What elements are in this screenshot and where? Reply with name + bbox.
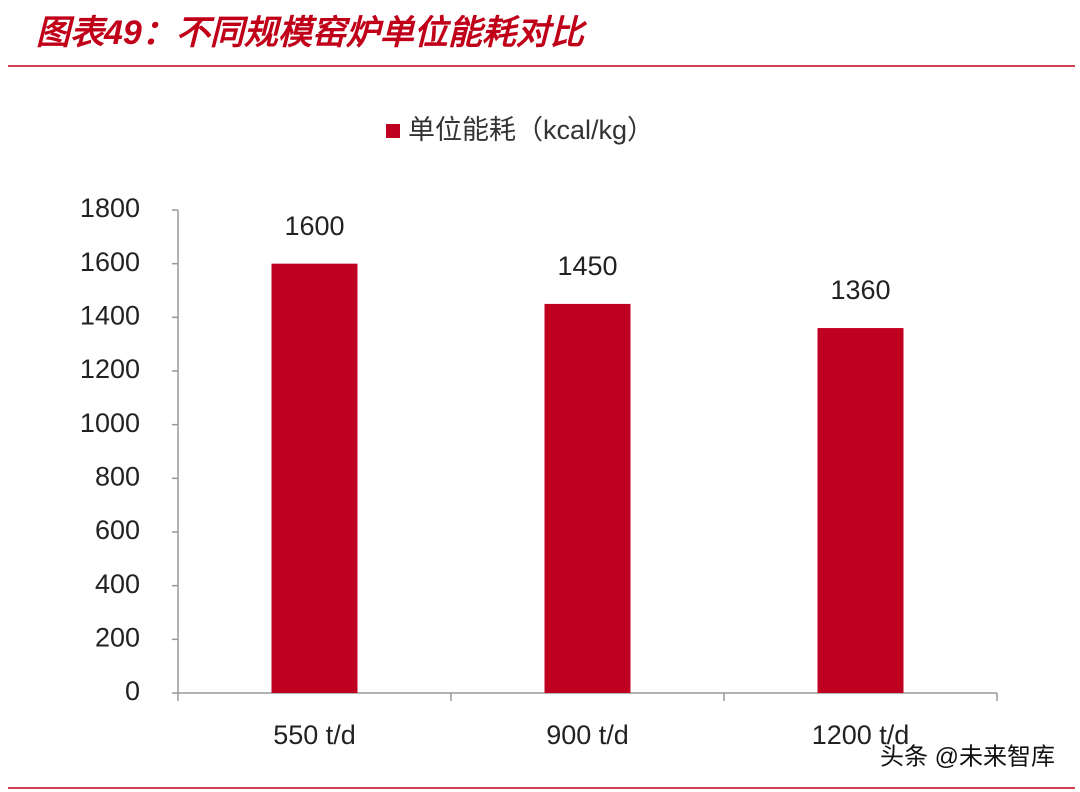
chart-title: 图表49：不同规模窑炉单位能耗对比 — [36, 14, 588, 52]
data-label: 1600 — [284, 211, 344, 241]
data-label: 1450 — [557, 251, 617, 281]
y-tick-label: 1000 — [80, 408, 140, 438]
y-tick-label: 1200 — [80, 354, 140, 384]
y-tick-label: 1800 — [80, 193, 140, 223]
y-tick-label: 1400 — [80, 300, 140, 330]
y-tick-label: 600 — [95, 515, 140, 545]
x-tick-label: 900 t/d — [546, 720, 629, 750]
data-label: 1360 — [830, 275, 890, 305]
bar — [271, 263, 358, 693]
watermark: 头条 @未来智库 — [880, 743, 1055, 770]
y-tick-label: 400 — [95, 569, 140, 599]
y-tick-label: 1600 — [80, 247, 140, 277]
bar — [544, 303, 631, 693]
legend-swatch — [386, 124, 400, 138]
y-tick-label: 200 — [95, 622, 140, 652]
y-tick-label: 0 — [125, 676, 140, 706]
x-tick-label: 1200 t/d — [812, 720, 910, 750]
x-tick-label: 550 t/d — [273, 720, 356, 750]
y-tick-label: 800 — [95, 461, 140, 491]
legend-label: 单位能耗（kcal/kg） — [408, 115, 654, 145]
bar — [817, 328, 904, 693]
